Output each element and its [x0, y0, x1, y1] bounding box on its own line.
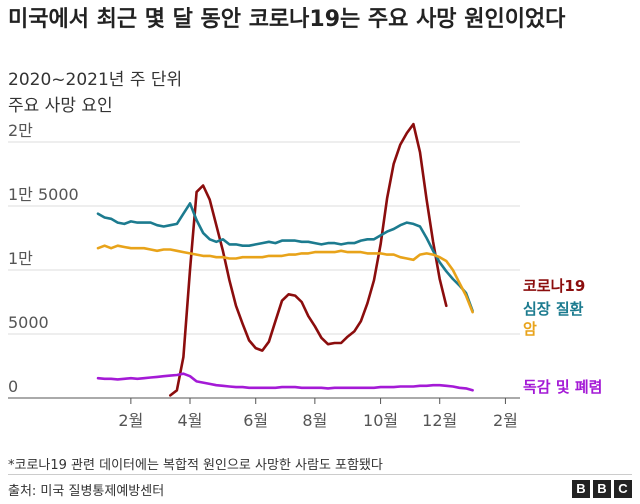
- x-tick-label: 2월: [118, 411, 143, 430]
- x-tick-label: 8월: [302, 411, 327, 430]
- chart-unit-label: 주요 사망 요인: [8, 96, 113, 116]
- bbc-logo-letter: B: [572, 480, 590, 498]
- footer-divider: [8, 474, 632, 475]
- chart-subtitle: 2020~2021년 주 단위: [8, 70, 183, 90]
- y-tick-label: 2만: [8, 121, 33, 140]
- bbc-logo-letter: B: [593, 480, 611, 498]
- x-tick-label: 4월: [178, 411, 203, 430]
- series-line: [96, 244, 474, 314]
- series-line: [96, 202, 474, 313]
- x-tick-label: 10월: [363, 411, 398, 430]
- chart-source: 출처: 미국 질병통제예방센터: [8, 484, 165, 499]
- series-label: 심장 질환: [523, 300, 584, 318]
- bbc-logo: B B C: [572, 480, 632, 498]
- bbc-logo-letter: C: [614, 480, 632, 498]
- y-tick-label: 0: [8, 377, 18, 396]
- chart-title: 미국에서 최근 몇 달 동안 코로나19는 주요 사망 원인이었다: [8, 7, 566, 32]
- x-tick-label: 6월: [243, 411, 268, 430]
- series-label: 암: [523, 320, 537, 338]
- y-tick-label: 1만 5000: [8, 185, 79, 204]
- series-label: 독감 및 폐렴: [523, 378, 602, 396]
- y-tick-label: 1만: [8, 249, 33, 268]
- chart-footnote: *코로나19 관련 데이터에는 복합적 원인으로 사망한 사람도 포함됐다: [8, 458, 383, 473]
- y-tick-label: 5000: [8, 313, 49, 332]
- series-line: [169, 122, 448, 397]
- x-tick-label: 12월: [422, 411, 457, 430]
- x-tick-label: 2월: [493, 411, 518, 430]
- series-label: 코로나19: [523, 277, 585, 295]
- series-line: [96, 372, 474, 392]
